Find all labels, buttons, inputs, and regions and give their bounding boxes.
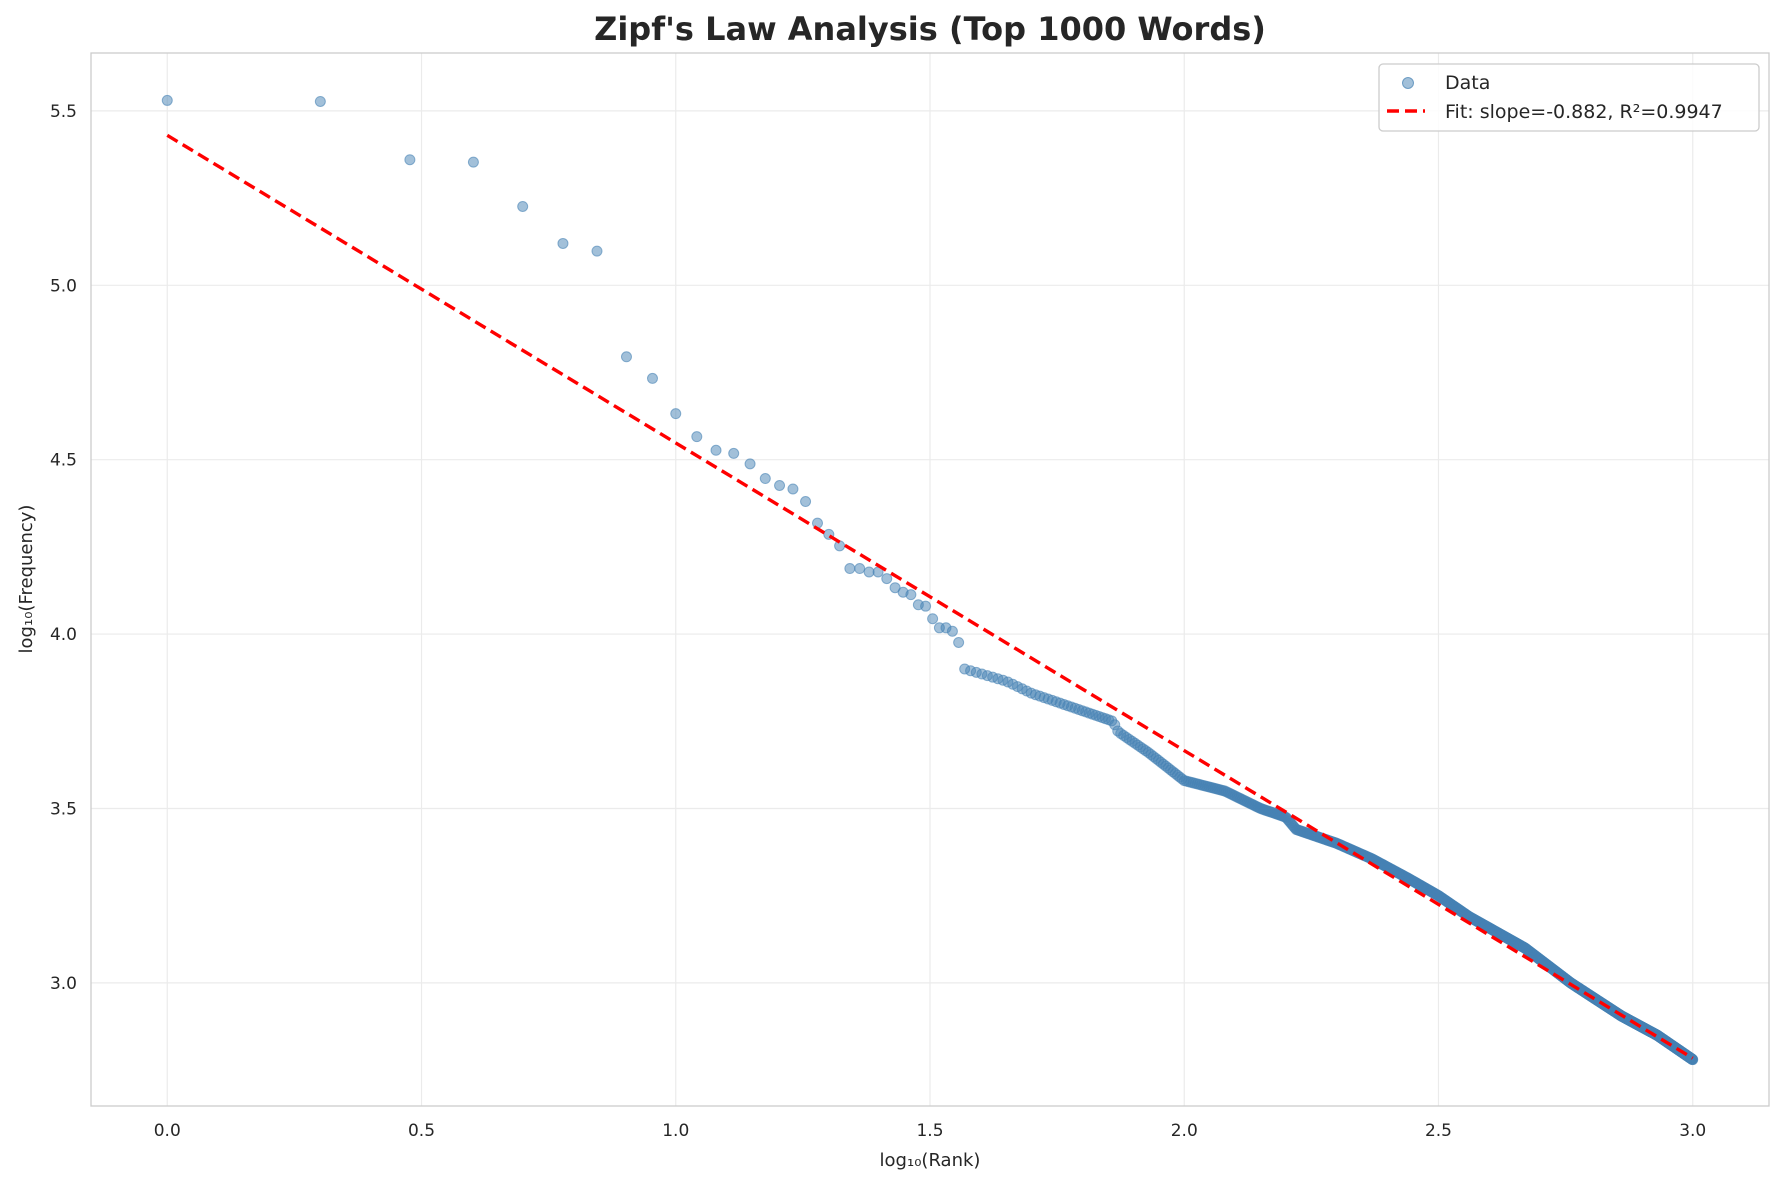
data-point	[863, 566, 875, 578]
data-point	[728, 447, 740, 459]
data-point	[927, 613, 939, 625]
data-point	[759, 473, 771, 485]
y-axis-label: log₁₀(Frequency)	[16, 505, 37, 654]
data-point	[1687, 1054, 1699, 1066]
data-point	[517, 200, 529, 212]
y-tick-label: 5.5	[50, 102, 77, 122]
data-point	[953, 636, 965, 648]
data-point	[620, 351, 632, 363]
data-point	[314, 95, 326, 107]
x-axis-label: log₁₀(Rank)	[880, 1150, 981, 1171]
y-tick-label: 4.5	[50, 451, 77, 471]
y-tick-labels: 3.0 3.5 4.0 4.5 5.0 5.5	[50, 102, 77, 994]
x-tick-label: 1.0	[662, 1121, 689, 1141]
y-tick-label: 4.0	[50, 625, 77, 645]
data-point	[881, 573, 893, 585]
data-point	[646, 372, 658, 384]
legend-label-fit: Fit: slope=-0.882, R²=0.9947	[1445, 101, 1723, 123]
x-tick-label: 0.0	[154, 1121, 181, 1141]
data-point	[800, 496, 812, 508]
legend-label-data: Data	[1445, 72, 1490, 94]
y-tick-label: 3.0	[50, 974, 77, 994]
data-point	[905, 589, 917, 601]
y-tick-label: 5.0	[50, 276, 77, 296]
legend: Data Fit: slope=-0.882, R²=0.9947	[1378, 63, 1760, 132]
legend-marker-data	[1402, 77, 1414, 89]
chart-title: Zipf's Law Analysis (Top 1000 Words)	[594, 10, 1266, 48]
x-tick-label: 2.0	[1171, 1121, 1198, 1141]
x-tick-label: 1.5	[916, 1121, 943, 1141]
data-point	[787, 483, 799, 495]
plot-frame	[90, 52, 1770, 1107]
data-point	[774, 480, 786, 492]
data-point	[946, 625, 958, 637]
data-point	[744, 458, 756, 470]
x-tick-labels: 0.0 0.5 1.0 1.5 2.0 2.5 3.0	[154, 1121, 1707, 1141]
y-tick-label: 3.5	[50, 799, 77, 819]
data-point	[557, 237, 569, 249]
data-point	[404, 154, 416, 166]
data-point	[844, 563, 856, 575]
x-tick-label: 0.5	[408, 1121, 435, 1141]
data-point	[854, 563, 866, 575]
data-point	[670, 408, 682, 420]
fit-line	[166, 133, 1694, 1060]
x-tick-label: 2.5	[1425, 1121, 1452, 1141]
data-point	[811, 517, 823, 529]
data-point	[467, 156, 479, 168]
data-point	[691, 431, 703, 443]
data-point	[161, 94, 173, 106]
legend-box	[1378, 63, 1760, 132]
x-tick-label: 3.0	[1679, 1121, 1706, 1141]
data-point	[710, 444, 722, 456]
data-point	[591, 245, 603, 257]
data-point	[920, 600, 932, 612]
